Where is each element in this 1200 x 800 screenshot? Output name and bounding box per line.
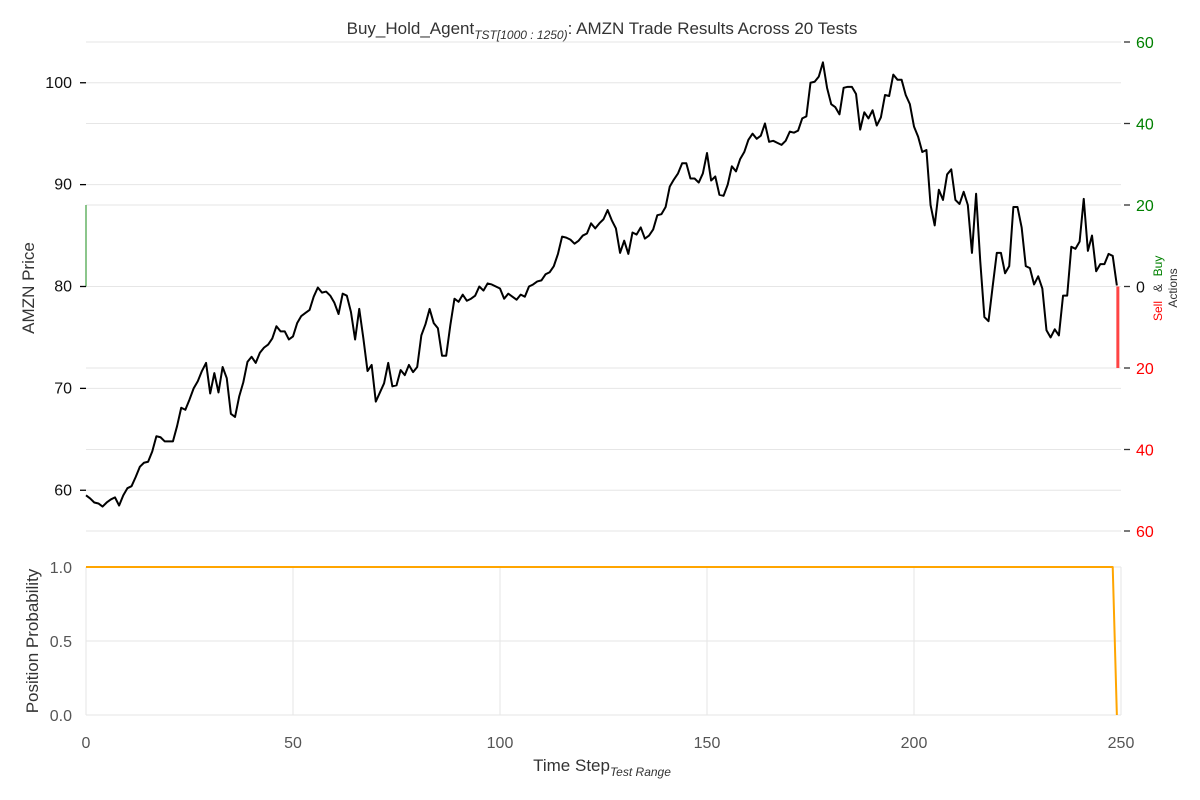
- title-subscript: TST[1000 : 1250): [474, 28, 567, 42]
- time-tick-label: 100: [487, 735, 514, 752]
- time-tick-label: 50: [284, 735, 302, 752]
- title-rest: : AMZN Trade Results Across 20 Tests: [568, 19, 858, 38]
- position-axis-label: Position Probability: [23, 568, 42, 713]
- x-axis-label-subscript: Test Range: [610, 765, 671, 779]
- price-tick-label: 80: [54, 279, 72, 296]
- action-bars: [85, 205, 1120, 368]
- buy-tick-label: 60: [1136, 35, 1154, 52]
- chart-title: Buy_Hold_AgentTST[1000 : 1250): AMZN Tra…: [347, 19, 858, 42]
- actions-label-actions: Actions: [1166, 268, 1180, 307]
- buy-tick-label: 40: [1136, 117, 1154, 134]
- position-y-ticks: 0.0 0.5 1.0: [50, 560, 72, 725]
- actions-label-buy: Buy: [1151, 256, 1165, 277]
- title-main: Buy_Hold_Agent: [347, 19, 475, 38]
- price-series: [85, 61, 1118, 508]
- x-axis-label: Time StepTest Range: [533, 756, 671, 779]
- position-panel-grid: [85, 566, 1122, 716]
- time-x-ticks: 0 50 100 150 200 250: [82, 735, 1135, 752]
- sell-tick-label: 40: [1136, 443, 1154, 460]
- zero-tick-label: 0: [1136, 280, 1145, 297]
- buy-tick-label: 20: [1136, 198, 1154, 215]
- time-tick-label: 150: [694, 735, 721, 752]
- time-tick-label: 200: [901, 735, 928, 752]
- price-tick-label: 60: [54, 482, 72, 499]
- position-series: [86, 566, 1118, 716]
- actions-label-sell: Sell: [1151, 301, 1165, 321]
- actions-y-ticks: 20 40 60 20 40 60 0: [1124, 35, 1154, 541]
- sell-tick-label: 60: [1136, 524, 1154, 541]
- position-tick-label: 1.0: [50, 560, 72, 577]
- time-tick-label: 250: [1108, 735, 1135, 752]
- actions-label-amp: &: [1151, 284, 1165, 292]
- price-line: [85, 61, 1118, 508]
- position-line: [86, 566, 1118, 716]
- price-tick-label: 90: [54, 177, 72, 194]
- price-tick-label: 70: [54, 380, 72, 397]
- price-panel-grid: [86, 41, 1121, 532]
- price-y-ticks: 60 70 80 90 100: [45, 75, 86, 499]
- price-axis-label: AMZN Price: [19, 242, 38, 334]
- x-axis-label-main: Time Step: [533, 756, 610, 775]
- time-tick-label: 0: [82, 735, 91, 752]
- position-tick-label: 0.5: [50, 634, 72, 651]
- price-tick-label: 100: [45, 75, 72, 92]
- actions-axis-label: Sell & Buy Actions: [1151, 256, 1180, 321]
- sell-tick-label: 20: [1136, 361, 1154, 378]
- position-tick-label: 0.0: [50, 708, 72, 725]
